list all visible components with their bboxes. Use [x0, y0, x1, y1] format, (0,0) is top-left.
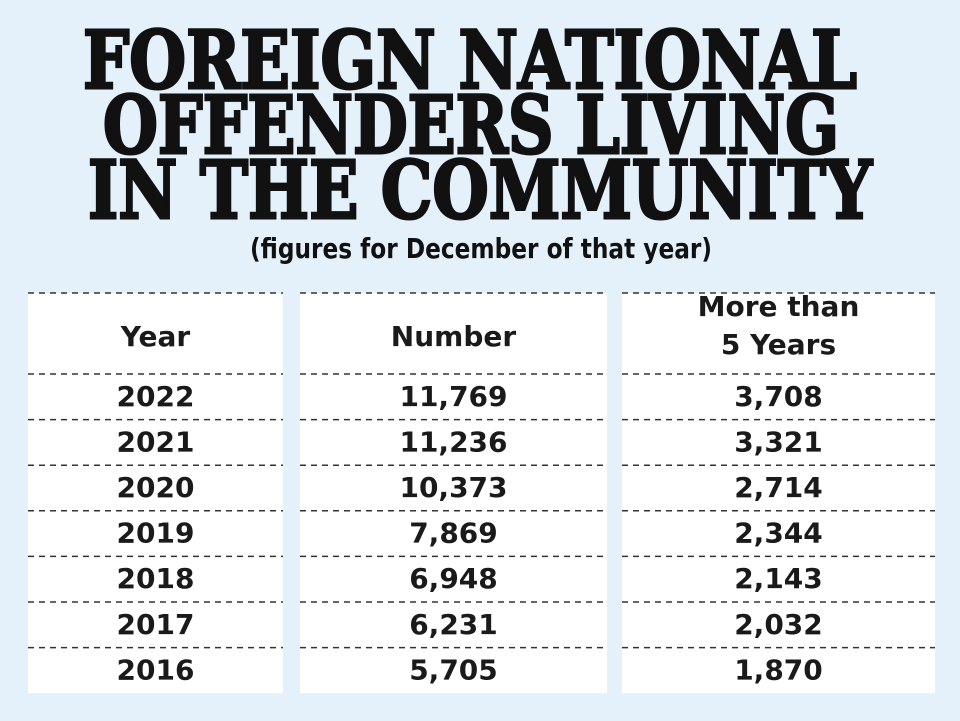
title-line: FOREIGN NATIONAL: [83, 13, 857, 107]
table-cell: 1,870: [734, 653, 823, 686]
table-cell: 2,714: [734, 471, 823, 504]
subtitle: (figures for December of that year): [250, 232, 712, 265]
table-cell: 10,373: [399, 471, 507, 504]
table-cell: 2021: [117, 425, 195, 458]
cell-background: [622, 293, 935, 694]
table-cell: 2016: [117, 653, 195, 686]
table-cell: 6,231: [409, 608, 498, 641]
table-cell: 2018: [117, 562, 195, 595]
table-cell: 11,769: [399, 380, 507, 413]
header-cell: Year: [120, 320, 191, 353]
table-cell: 2,032: [734, 608, 823, 641]
table-cell: 2,344: [734, 517, 823, 550]
cell-background: [300, 293, 607, 694]
header-cell: Number: [391, 320, 517, 353]
title-line: OFFENDERS LIVING: [103, 78, 839, 172]
table-cell: 2022: [117, 380, 195, 413]
table: Year Number More than 5 Years 2022 11,769 3,70…: [28, 290, 935, 694]
table-cell: 11,236: [399, 425, 507, 458]
table-cell: 7,869: [409, 517, 498, 550]
table-cell: 5,705: [409, 653, 498, 686]
cell-background: [28, 293, 283, 694]
table-cell: 3,708: [734, 380, 823, 413]
table-cell: 2019: [117, 517, 195, 550]
table-cell: 3,321: [734, 425, 823, 458]
table-cell: 2,143: [734, 562, 823, 595]
table-cell: 2020: [117, 471, 195, 504]
title-line: IN THE COMMUNITY: [88, 143, 873, 237]
table-cell: 6,948: [409, 562, 498, 595]
header-cell: More than: [698, 290, 860, 323]
header-cell: 5 Years: [721, 328, 836, 361]
table-cell: 2017: [117, 608, 195, 641]
